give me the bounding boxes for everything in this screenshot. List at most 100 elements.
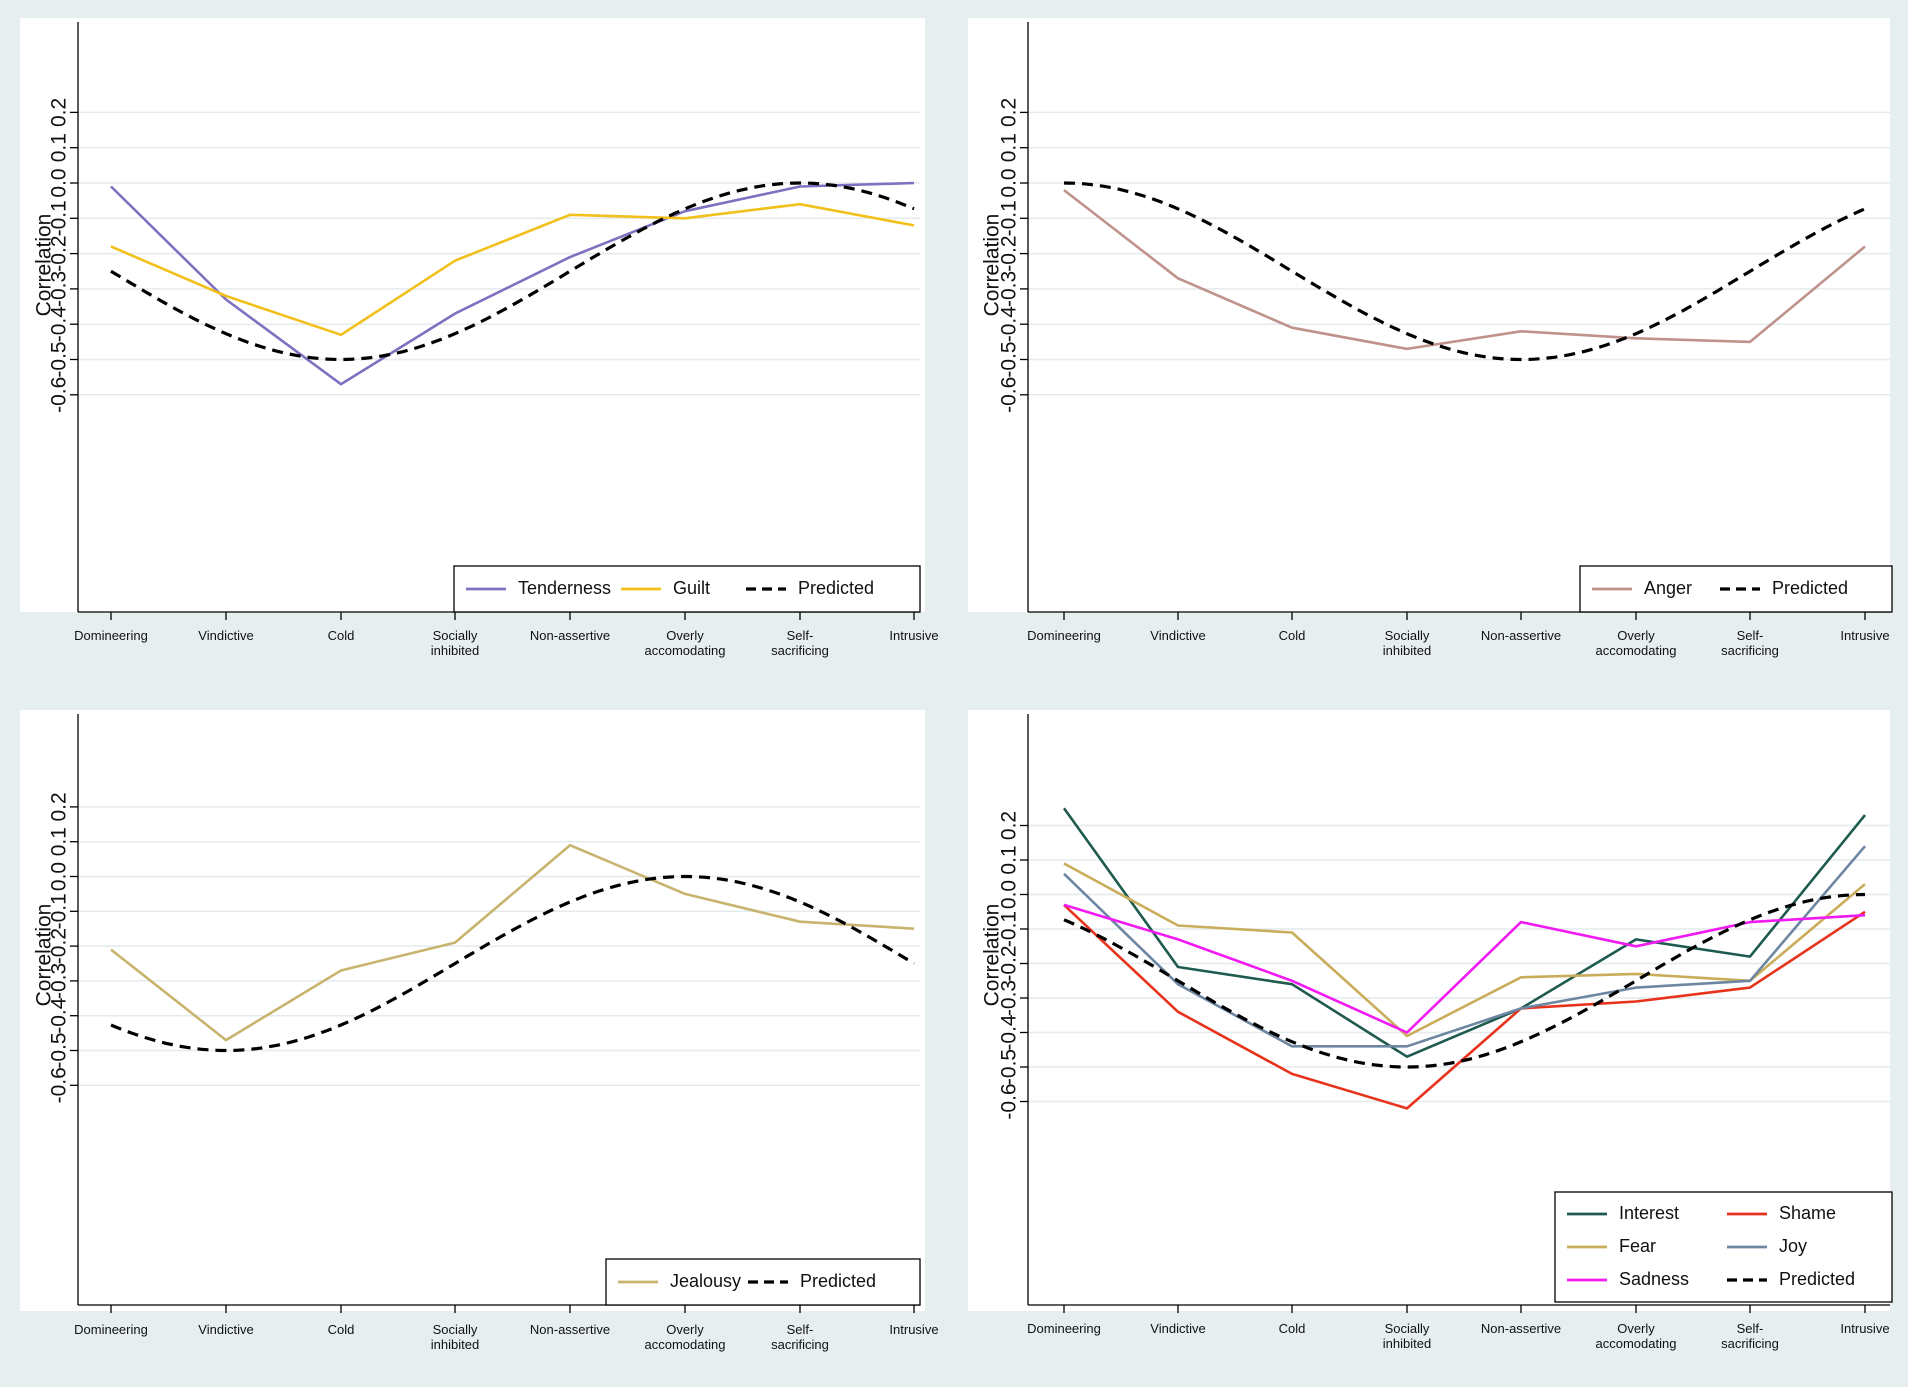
y-tick-label: -0.2	[998, 236, 1021, 272]
y-tick-label: 0.2	[48, 98, 71, 127]
x-tick-label: Non-assertive	[530, 628, 610, 643]
x-tick-label: Intrusive	[1840, 1321, 1889, 1336]
x-tick-label: Vindictive	[1150, 628, 1205, 643]
y-axis-label: Correlation	[981, 214, 1004, 317]
legend-label-tenderness: Tenderness	[518, 578, 611, 598]
y-tick-label: -0.1	[48, 200, 71, 236]
chart-panel-bottom-left: -0.6-0.5-0.4-0.3-0.2-0.10.0 0.1 0.2 Correla…	[20, 710, 939, 1352]
y-tick-label: -0.5	[48, 341, 71, 377]
y-tick-label: -0.2	[48, 928, 71, 964]
legend-label-jealousy: Jealousy	[670, 1271, 741, 1291]
x-tick-label: Domineering	[1027, 1321, 1101, 1336]
y-tick-label: -0.5	[48, 1032, 71, 1068]
y-tick-label: 0.2	[998, 98, 1021, 127]
x-tick-label: Intrusive	[889, 628, 938, 643]
series-line-predicted	[1063, 892, 1866, 1069]
y-tick-label: 0.0	[48, 168, 71, 197]
y-tick-label: 0.0	[48, 862, 71, 891]
y-tick-label: -0.2	[48, 236, 71, 272]
y-tick-label: 0.1	[998, 133, 1021, 162]
y-tick-label: -0.1	[48, 893, 71, 929]
x-tick-label: sacrificing	[1721, 643, 1779, 658]
x-tick-label: Vindictive	[1150, 1321, 1205, 1336]
x-tick-label: Self-	[1737, 1321, 1764, 1336]
y-tick-label: -0.3	[998, 980, 1021, 1016]
x-tick-label: Domineering	[1027, 628, 1101, 643]
legend-label-guilt: Guilt	[673, 578, 710, 598]
x-tick-label: Overly	[1617, 628, 1655, 643]
series-line-fear	[1063, 862, 1866, 1038]
x-tick-label: Vindictive	[198, 628, 253, 643]
series-line-interest	[1062, 807, 1867, 1058]
legend-label-predicted: Predicted	[1779, 1269, 1855, 1289]
x-tick-label: inhibited	[431, 1337, 479, 1352]
y-tick-label: -0.6	[48, 377, 71, 413]
series-line-tenderness	[110, 181, 915, 386]
x-tick-label: accomodating	[1596, 643, 1677, 658]
y-tick-label: -0.3	[48, 271, 71, 307]
x-tick-label: Overly	[1617, 1321, 1655, 1336]
y-tick-label: -0.5	[998, 341, 1021, 377]
x-tick-label: accomodating	[1596, 1336, 1677, 1351]
legend-box	[1554, 1191, 1893, 1303]
y-axis-label: Correlation	[981, 904, 1004, 1007]
plot-background	[968, 18, 1890, 612]
y-tick-label: 0.2	[998, 811, 1021, 840]
x-tick-label: Socially	[1385, 1321, 1430, 1336]
plot-background	[20, 710, 925, 1311]
series-line-guilt	[110, 202, 915, 337]
series-line-shame	[1063, 903, 1866, 1110]
series-line-predicted	[1063, 181, 1866, 362]
y-tick-label: 0.1	[48, 827, 71, 856]
x-tick-label: Domineering	[74, 628, 148, 643]
legend-box	[453, 565, 921, 613]
x-tick-label: Self-	[1737, 628, 1764, 643]
x-tick-label: Self-	[787, 1322, 814, 1337]
y-tick-label: -0.1	[998, 911, 1021, 947]
y-tick-label: -0.4	[998, 1014, 1021, 1051]
y-tick-label: -0.5	[998, 1049, 1021, 1085]
y-axis-label: Correlation	[33, 904, 56, 1007]
x-tick-label: accomodating	[645, 643, 726, 658]
x-tick-label: sacrificing	[771, 1337, 829, 1352]
y-tick-label: -0.3	[998, 271, 1021, 307]
x-tick-label: Socially	[1385, 628, 1430, 643]
x-tick-label: Cold	[1279, 628, 1306, 643]
y-tick-label: 0.0	[998, 880, 1021, 909]
series-line-predicted	[110, 874, 915, 1053]
x-tick-label: sacrificing	[1721, 1336, 1779, 1351]
x-tick-label: Vindictive	[198, 1322, 253, 1337]
x-tick-label: Socially	[433, 1322, 478, 1337]
x-tick-label: inhibited	[1383, 643, 1431, 658]
chart-panel-top-right: -0.6-0.5-0.4-0.3-0.2-0.1 0.0 0.1 0.2 Correla…	[968, 18, 1893, 658]
legend-box	[605, 1258, 921, 1306]
x-tick-label: Overly	[666, 628, 704, 643]
y-tick-label: 0.1	[998, 845, 1021, 874]
series-line-jealousy	[110, 843, 915, 1042]
x-tick-label: Non-assertive	[530, 1322, 610, 1337]
x-tick-label: Intrusive	[1840, 628, 1889, 643]
y-tick-label: 0.1	[48, 133, 71, 162]
x-tick-label: Non-assertive	[1481, 1321, 1561, 1336]
chart-panel-bottom-right: -0.6-0.5-0.4-0.3-0.2-0.10.0 0.1 0.2 Correla…	[968, 710, 1893, 1351]
legend-label-joy: Joy	[1779, 1236, 1807, 1256]
plot-background	[20, 18, 925, 612]
y-tick-label: -0.4	[48, 306, 71, 343]
y-tick-label: -0.3	[48, 963, 71, 999]
legend-label-predicted: Predicted	[798, 578, 874, 598]
x-tick-label: Cold	[328, 1322, 355, 1337]
chart-panel-top-left: -0.6-0.5-0.4-0.3-0.2-0.1 0.0 0.1 0.2 Correla…	[20, 18, 939, 658]
x-tick-label: Self-	[787, 628, 814, 643]
y-axis-label: Correlation	[33, 214, 56, 317]
x-tick-label: Overly	[666, 1322, 704, 1337]
legend-label-sadness: Sadness	[1619, 1269, 1689, 1289]
y-tick-label: -0.6	[998, 377, 1021, 413]
x-tick-label: Non-assertive	[1481, 628, 1561, 643]
legend-label-predicted: Predicted	[1772, 578, 1848, 598]
legend-label-fear: Fear	[1619, 1236, 1656, 1256]
legend-label-anger: Anger	[1644, 578, 1692, 598]
x-tick-label: inhibited	[431, 643, 479, 658]
y-tick-label: -0.2	[998, 945, 1021, 981]
x-tick-label: inhibited	[1383, 1336, 1431, 1351]
